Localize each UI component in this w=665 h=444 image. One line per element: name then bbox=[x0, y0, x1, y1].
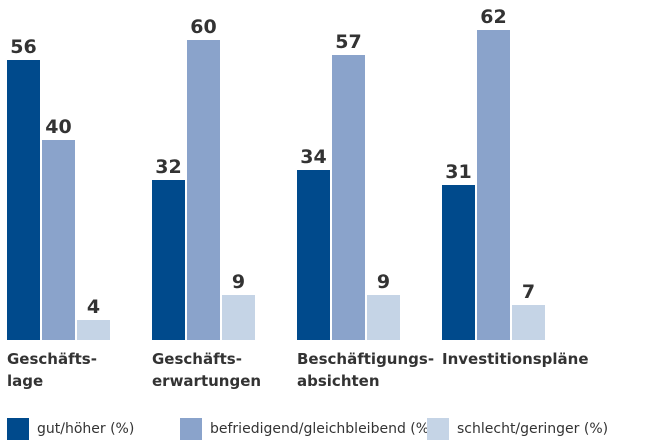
bar bbox=[187, 40, 220, 340]
value-label: 4 bbox=[87, 296, 100, 318]
legend-label: gut/höher (%) bbox=[37, 421, 135, 437]
bar bbox=[222, 295, 255, 340]
bar bbox=[512, 305, 545, 340]
value-label: 40 bbox=[45, 116, 71, 138]
category-label: Geschäfts- erwartungen bbox=[152, 350, 262, 390]
bar bbox=[477, 30, 510, 340]
legend-swatch bbox=[427, 418, 449, 440]
bar bbox=[42, 140, 75, 340]
value-label: 56 bbox=[10, 36, 36, 58]
bar bbox=[367, 295, 400, 340]
bar bbox=[152, 180, 185, 340]
category-label: Beschäftigungs- absichten bbox=[297, 350, 435, 390]
bar bbox=[7, 60, 40, 340]
value-label: 9 bbox=[232, 271, 245, 293]
legend-label: schlecht/geringer (%) bbox=[457, 421, 609, 437]
category-label: Investitionspläne bbox=[442, 350, 589, 368]
bar bbox=[77, 320, 110, 340]
value-label: 31 bbox=[445, 161, 471, 183]
legend-item: schlecht/geringer (%) bbox=[427, 418, 608, 440]
value-label: 60 bbox=[190, 16, 216, 38]
legend-swatch bbox=[7, 418, 29, 440]
value-label: 34 bbox=[300, 146, 326, 168]
value-label: 57 bbox=[335, 31, 361, 53]
legend-label: befriedigend/gleichbleibend (%) bbox=[210, 421, 435, 437]
legend-swatch bbox=[180, 418, 202, 440]
value-label: 9 bbox=[377, 271, 390, 293]
legend-item: befriedigend/gleichbleibend (%) bbox=[180, 418, 435, 440]
value-label: 32 bbox=[155, 156, 181, 178]
value-label: 7 bbox=[522, 281, 535, 303]
category-label: Geschäfts- lage bbox=[7, 350, 97, 390]
bar bbox=[442, 185, 475, 340]
bar bbox=[332, 55, 365, 340]
value-label: 62 bbox=[480, 6, 506, 28]
legend-item: gut/höher (%) bbox=[7, 418, 134, 440]
bar bbox=[297, 170, 330, 340]
